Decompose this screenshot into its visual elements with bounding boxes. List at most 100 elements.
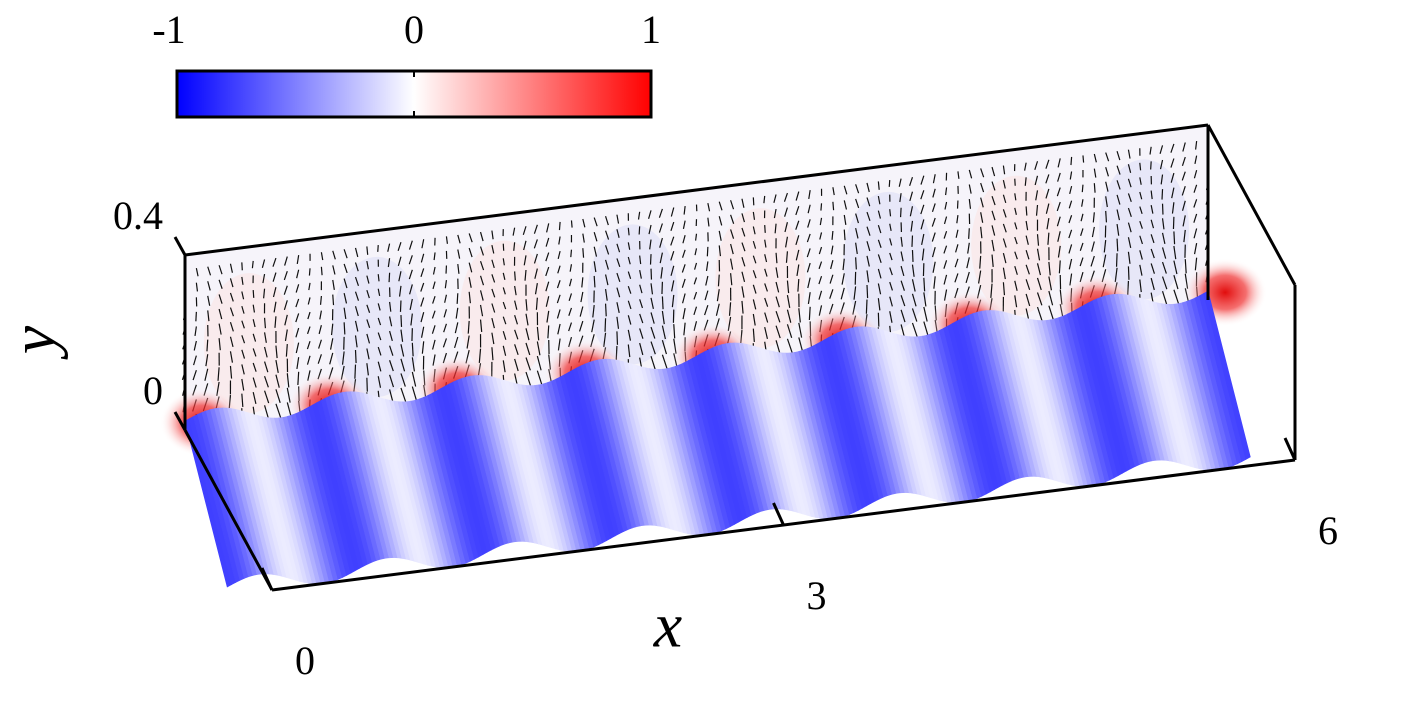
velocity-arrow	[694, 248, 698, 256]
velocity-arrow	[866, 211, 871, 221]
velocity-arrow	[899, 193, 902, 203]
velocity-arrow	[591, 319, 595, 333]
velocity-arrow	[1036, 248, 1041, 261]
velocity-arrow	[682, 235, 686, 244]
velocity-arrow	[522, 226, 527, 235]
velocity-arrow	[306, 355, 311, 365]
velocity-arrow	[570, 220, 573, 228]
velocity-arrow	[806, 262, 811, 273]
velocity-arrow	[205, 354, 209, 367]
velocity-arrow	[627, 271, 632, 279]
velocity-arrow	[795, 205, 800, 216]
velocity-arrow	[991, 210, 996, 221]
velocity-arrow	[457, 264, 460, 274]
velocity-arrow	[1057, 158, 1061, 168]
velocity-arrow	[943, 274, 948, 285]
velocity-arrow	[533, 253, 538, 264]
velocity-arrow	[307, 311, 311, 320]
velocity-arrow	[1116, 223, 1120, 236]
velocity-arrow	[707, 203, 711, 212]
velocity-arrow	[616, 287, 621, 298]
velocity-arrow	[366, 290, 370, 299]
velocity-arrow	[977, 270, 982, 284]
velocity-arrow	[775, 325, 781, 339]
velocity-arrow	[650, 312, 655, 324]
velocity-arrow	[241, 335, 246, 344]
velocity-arrow	[502, 360, 506, 373]
velocity-arrow	[920, 204, 925, 215]
velocity-arrow	[241, 393, 244, 407]
velocity-arrow	[421, 239, 425, 249]
velocity-arrow	[397, 256, 402, 267]
velocity-arrow	[1182, 215, 1186, 227]
velocity-arrow	[295, 327, 300, 338]
x-tick-label: 6	[1318, 508, 1338, 553]
velocity-arrow	[931, 247, 936, 258]
velocity-arrow	[616, 258, 621, 268]
velocity-arrow	[795, 191, 800, 201]
velocity-arrow	[1161, 247, 1167, 259]
velocity-arrow	[1070, 156, 1073, 166]
velocity-arrow	[616, 316, 620, 329]
velocity-arrow	[525, 371, 532, 387]
velocity-arrow	[1150, 277, 1155, 291]
velocity-arrow	[773, 194, 777, 203]
velocity-arrow	[241, 291, 245, 300]
velocity-arrow	[682, 308, 686, 320]
velocity-arrow	[1068, 244, 1073, 254]
velocity-arrow	[525, 313, 529, 326]
velocity-arrow	[661, 354, 668, 370]
velocity-arrow	[218, 294, 223, 304]
velocity-arrow	[341, 351, 345, 365]
velocity-arrow	[468, 233, 473, 243]
velocity-arrow	[1181, 156, 1186, 167]
velocity-arrow	[955, 229, 959, 238]
x-tick-label: 3	[807, 573, 827, 618]
velocity-arrow	[319, 295, 322, 305]
velocity-arrow	[478, 348, 482, 363]
velocity-arrow	[921, 248, 925, 261]
velocity-arrow	[283, 285, 288, 295]
velocity-arrow	[241, 364, 245, 375]
velocity-arrow	[1081, 184, 1084, 193]
velocity-arrow	[855, 227, 859, 239]
velocity-arrow	[1150, 219, 1155, 229]
velocity-arrow	[398, 285, 402, 297]
velocity-arrow	[693, 277, 698, 285]
velocity-arrow	[670, 265, 675, 276]
velocity-arrow	[1105, 152, 1110, 162]
velocity-arrow	[693, 291, 698, 300]
velocity-arrow	[366, 348, 370, 360]
velocity-arrow	[296, 357, 300, 370]
velocity-arrow	[502, 316, 507, 325]
x-tick-label: 0	[295, 638, 315, 683]
velocity-arrow	[604, 303, 607, 317]
velocity-arrow	[715, 303, 720, 316]
velocity-arrow	[524, 269, 527, 281]
velocity-arrow	[420, 297, 425, 307]
velocity-arrow	[354, 247, 359, 258]
velocity-arrow	[807, 292, 811, 305]
velocity-arrow	[909, 176, 914, 186]
velocity-arrow	[1002, 209, 1007, 218]
velocity-arrow	[1193, 184, 1198, 193]
box-edge	[183, 429, 274, 591]
velocity-arrow	[410, 313, 413, 326]
wall-pattern	[715, 208, 806, 349]
velocity-arrow	[284, 329, 288, 342]
velocity-arrow	[332, 250, 336, 260]
velocity-arrow	[295, 342, 300, 354]
velocity-arrow	[593, 261, 597, 273]
velocity-arrow	[866, 255, 870, 267]
velocity-arrow	[1181, 200, 1186, 211]
velocity-arrow	[775, 267, 779, 278]
velocity-arrow	[534, 283, 538, 295]
velocity-arrow	[466, 335, 470, 349]
velocity-arrow	[514, 271, 516, 281]
velocity-arrow	[604, 318, 607, 332]
velocity-arrow	[730, 243, 734, 255]
velocity-arrow	[1068, 258, 1073, 270]
velocity-arrow	[387, 243, 391, 252]
velocity-arrow	[1045, 174, 1050, 184]
velocity-arrow	[1036, 306, 1043, 322]
